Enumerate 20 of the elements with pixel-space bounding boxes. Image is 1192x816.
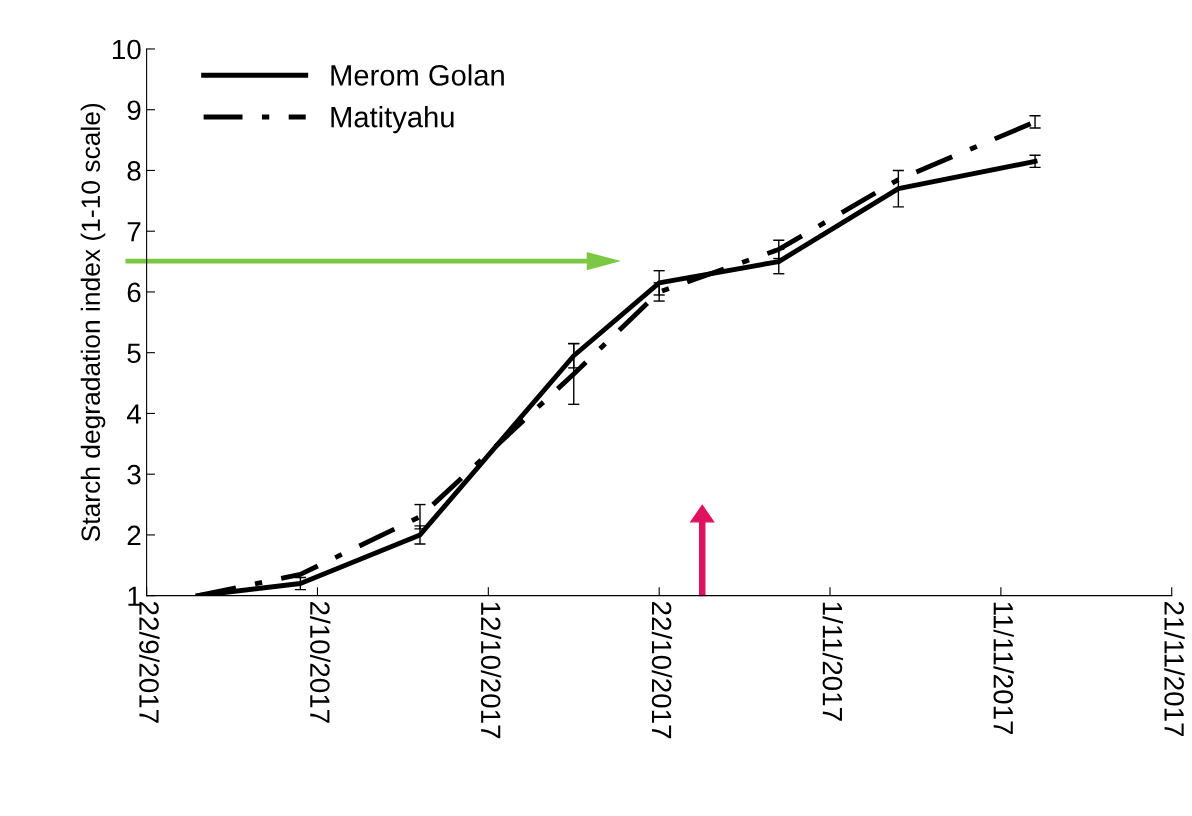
x-tick-label: 21/11/2017	[1164, 601, 1185, 737]
y-axis-title: Starch degradation index (1-10 scale)	[80, 103, 106, 542]
y-tick-label: 8	[127, 161, 141, 181]
y-tick-label: 9	[127, 100, 141, 121]
legend-label: Merom Golan	[331, 64, 504, 86]
x-tick-label: 22/10/2017	[651, 601, 673, 739]
y-tick-label: 1	[128, 586, 141, 606]
x-tick-label: 2/10/2017	[310, 601, 331, 723]
x-tick-label: 12/10/2017	[480, 602, 502, 739]
y-tick-label: 10	[112, 39, 141, 60]
y-tick-label: 3	[127, 464, 141, 485]
y-tick-label: 5	[127, 343, 141, 364]
x-tick-label: 22/9/2017	[139, 601, 160, 723]
x-tick-label: 1/11/2017	[822, 602, 843, 721]
y-tick-label: 4	[126, 404, 141, 424]
y-tick-label: 6	[127, 282, 141, 303]
legend-label: Matityahu	[331, 106, 454, 134]
x-tick-label: 11/11/2017	[993, 602, 1014, 735]
y-tick-label: 7	[127, 222, 141, 242]
y-tick-label: 2	[127, 525, 141, 545]
